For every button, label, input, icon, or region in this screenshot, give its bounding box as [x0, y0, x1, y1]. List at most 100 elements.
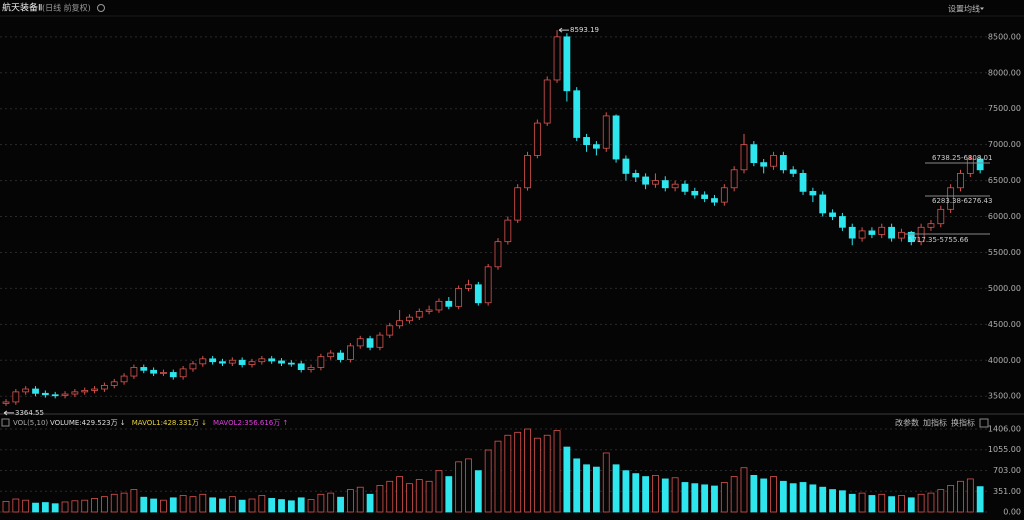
candle-body — [425, 309, 433, 312]
volume-bar — [41, 502, 49, 513]
y-tick-label: 0.00 — [1003, 508, 1021, 517]
volume-bar — [169, 497, 177, 513]
volume-bar — [593, 466, 600, 513]
y-tick-label: 4000.00 — [988, 356, 1021, 365]
candle-body — [770, 155, 777, 167]
candle-body — [524, 155, 531, 189]
candle-body — [445, 300, 453, 307]
volume-bar — [120, 492, 128, 513]
candle-body — [622, 158, 630, 174]
btn-swap-indicator[interactable]: 换指标 — [951, 418, 975, 428]
volume-bar — [632, 473, 640, 513]
candle-body — [888, 226, 895, 239]
volume-bar — [356, 486, 364, 513]
y-tick-label: 7500.00 — [988, 104, 1021, 113]
close-icon[interactable] — [979, 418, 989, 428]
candle-body — [504, 219, 512, 243]
volume-bar — [966, 478, 974, 513]
volume-bar — [287, 500, 295, 513]
volume-bar — [238, 499, 246, 513]
candle-body — [219, 361, 226, 364]
volume-bar — [110, 493, 118, 513]
volume-bar — [809, 484, 817, 513]
candle-body — [642, 176, 649, 185]
candle-body — [563, 36, 571, 92]
dropdown-caret — [980, 7, 984, 10]
volume-bar — [533, 437, 541, 513]
volume-bar — [602, 452, 610, 513]
chart-mode: (日线 前复权) — [42, 3, 91, 13]
candle-body — [612, 115, 620, 160]
candle-body — [160, 372, 167, 374]
volume-bar — [386, 480, 394, 513]
candle-body — [110, 381, 118, 386]
volume-bar — [366, 493, 374, 513]
candle-body — [593, 144, 600, 149]
min-label: 3364.55 — [15, 409, 44, 417]
help-icon[interactable] — [1, 418, 10, 427]
volume-bar — [799, 482, 807, 513]
candle-body — [366, 338, 374, 348]
candle-body — [878, 226, 886, 235]
range-label: 6738.25-6808.01 — [932, 154, 992, 162]
btn-params[interactable]: 改参数 — [895, 418, 919, 428]
candle-body — [228, 359, 236, 364]
volume-bar — [770, 476, 777, 513]
candle-body — [907, 231, 915, 243]
volume-bar — [701, 484, 709, 513]
candle-body — [455, 287, 463, 307]
volume-bar — [868, 495, 876, 513]
volume-bar — [415, 479, 423, 513]
candle-body — [494, 241, 502, 268]
volume-bar — [2, 500, 10, 513]
volume-bar — [947, 485, 955, 513]
volume-bar — [839, 490, 846, 513]
candle-body — [799, 172, 807, 192]
candle-body — [150, 369, 158, 374]
volume-bar — [543, 434, 551, 513]
candle-body — [573, 90, 581, 138]
candle-body — [966, 158, 974, 174]
btn-add-indicator[interactable]: 加指标 — [923, 418, 947, 428]
candle-body — [957, 172, 964, 189]
pointer-arrow — [3, 410, 14, 416]
candle-body — [514, 187, 522, 221]
range-label: 5717.35-5755.66 — [908, 236, 969, 244]
range-label: 6283.38-6276.43 — [932, 197, 992, 205]
candle-body — [101, 385, 108, 390]
pointer-arrow — [558, 27, 570, 33]
ma-settings[interactable]: 设置均线 — [948, 4, 980, 14]
volume-bar — [248, 498, 256, 513]
volume-bar — [750, 474, 758, 513]
y-tick-label: 1055.00 — [988, 445, 1021, 454]
candle-body — [602, 115, 610, 149]
indicator-label: VOLUME:429.523万 ↓ — [50, 419, 126, 427]
y-tick-label: 351.00 — [993, 487, 1021, 496]
candle-body — [356, 338, 364, 347]
volume-bar — [829, 489, 836, 513]
volume-bar — [160, 499, 167, 513]
y-tick-label: 6500.00 — [988, 176, 1021, 185]
volume-bar — [779, 480, 787, 513]
candle-body — [396, 320, 404, 327]
candle-body — [750, 144, 758, 164]
volume-bar — [91, 498, 98, 513]
volume-bar — [553, 430, 561, 513]
volume-bar — [317, 493, 325, 513]
settings-icon[interactable] — [97, 4, 105, 12]
candle-body — [248, 361, 256, 365]
candle-body — [415, 310, 423, 318]
volume-bar — [612, 464, 620, 513]
volume-bar — [445, 476, 453, 513]
volume-bar — [917, 493, 925, 513]
candle-body — [868, 230, 876, 235]
volume-bar — [12, 498, 20, 513]
volume-bar — [819, 486, 827, 513]
volume-bar — [661, 478, 669, 513]
volume-bar — [740, 467, 748, 513]
candle-body — [2, 401, 10, 404]
candle-body — [61, 393, 69, 396]
candle-body — [789, 169, 797, 174]
candle-body — [465, 284, 472, 289]
